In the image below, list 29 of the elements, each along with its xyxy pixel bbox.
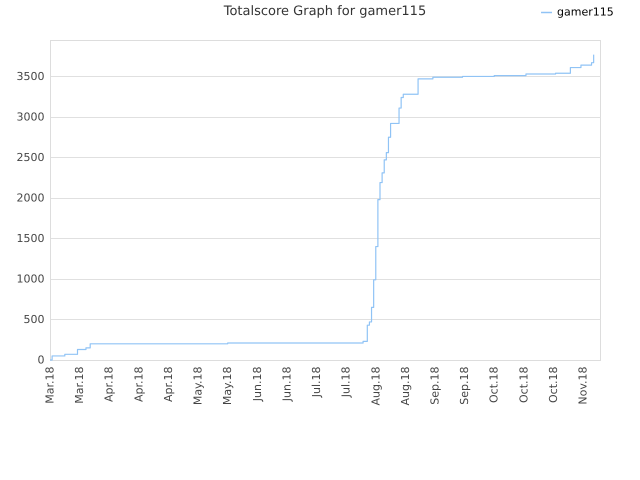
y-tick-label: 1500: [16, 232, 44, 245]
x-tick-label: Jun.18: [280, 366, 294, 402]
y-tick-label: 2000: [16, 191, 44, 204]
x-tick-label: Oct.18: [517, 366, 530, 404]
y-tick-label: 0: [38, 354, 44, 366]
x-tick-label: Sep.18: [458, 366, 472, 405]
y-tick-label: 1000: [16, 272, 44, 286]
x-tick-label: Jul.18: [310, 366, 324, 398]
x-tick-label: Nov.18: [576, 366, 590, 405]
x-tick-label: Apr.18: [102, 366, 116, 402]
x-tick-label: Jul.18: [340, 366, 353, 398]
chart-title: Totalscore Graph for gamer115: [224, 4, 426, 19]
x-tick-label: Aug.18: [398, 366, 412, 406]
legend-label: gamer115: [557, 6, 614, 18]
y-tick-label: 2500: [16, 150, 44, 164]
x-tick-label: Jun.18: [250, 366, 264, 402]
x-tick-label: Mar.18: [44, 366, 56, 404]
y-tick-label: 500: [24, 312, 44, 326]
x-tick-label: Oct.18: [488, 366, 501, 404]
x-tick-label: Aug.18: [369, 366, 382, 406]
x-tick-label: Apr.18: [132, 366, 146, 402]
y-tick-label: 3500: [16, 70, 44, 83]
x-tick-label: May.18: [192, 366, 205, 406]
x-tick-label: Sep.18: [428, 366, 442, 405]
x-tick-label: Oct.18: [546, 366, 560, 404]
x-tick-label: Apr.18: [162, 366, 175, 402]
x-tick-label: May.18: [221, 366, 234, 406]
x-tick-label: Mar.18: [73, 366, 86, 404]
y-tick-label: 3000: [16, 110, 44, 124]
